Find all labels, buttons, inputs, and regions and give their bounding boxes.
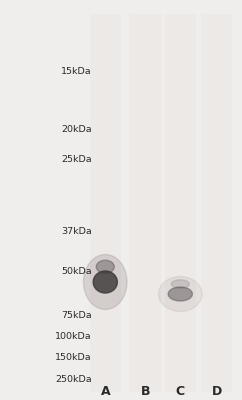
Text: C: C bbox=[176, 385, 185, 398]
Bar bbox=[165, 14, 196, 392]
Text: 75kDa: 75kDa bbox=[61, 312, 92, 320]
Ellipse shape bbox=[96, 260, 114, 274]
Ellipse shape bbox=[171, 280, 189, 288]
Bar bbox=[90, 14, 121, 392]
Bar bbox=[129, 14, 161, 392]
Ellipse shape bbox=[83, 254, 127, 310]
Text: D: D bbox=[212, 385, 222, 398]
Text: 250kDa: 250kDa bbox=[55, 375, 92, 384]
Text: 20kDa: 20kDa bbox=[61, 126, 92, 134]
Text: 50kDa: 50kDa bbox=[61, 268, 92, 276]
Bar bbox=[201, 14, 232, 392]
Ellipse shape bbox=[93, 271, 117, 293]
Text: A: A bbox=[100, 385, 110, 398]
Text: 150kDa: 150kDa bbox=[55, 353, 92, 362]
Ellipse shape bbox=[159, 276, 202, 312]
Text: 15kDa: 15kDa bbox=[61, 68, 92, 76]
Text: 25kDa: 25kDa bbox=[61, 156, 92, 164]
Text: B: B bbox=[140, 385, 150, 398]
Text: 37kDa: 37kDa bbox=[61, 228, 92, 236]
Ellipse shape bbox=[168, 287, 192, 301]
Text: 100kDa: 100kDa bbox=[55, 332, 92, 341]
